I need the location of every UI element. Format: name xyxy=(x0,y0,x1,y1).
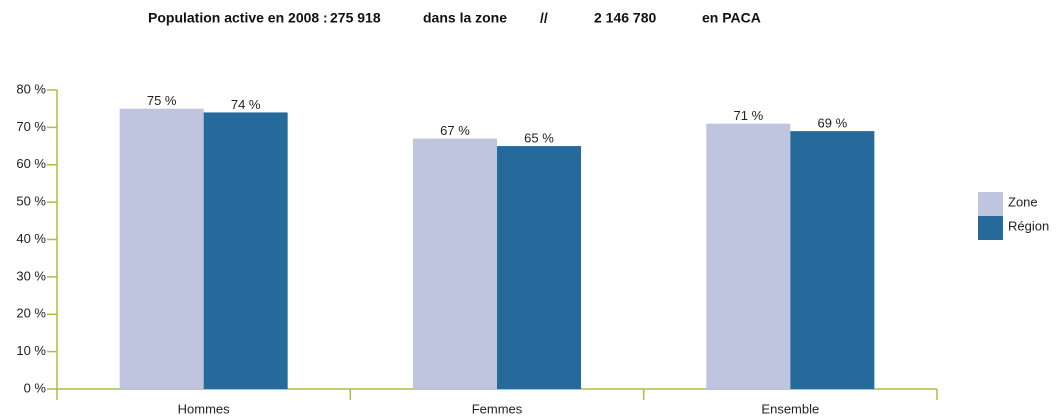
header-text: 275 918 xyxy=(330,10,381,26)
bar xyxy=(790,131,875,390)
value-label: 75 % xyxy=(147,93,177,108)
header-text: Population active en 2008 : xyxy=(148,10,328,26)
y-tick-label: 60 % xyxy=(16,156,46,171)
y-tick-label: 70 % xyxy=(16,119,46,134)
value-label: 67 % xyxy=(440,123,470,138)
value-label: 71 % xyxy=(734,108,764,123)
value-label: 74 % xyxy=(231,97,261,112)
legend-swatch xyxy=(978,192,1003,216)
bar xyxy=(119,108,204,389)
header-text: // xyxy=(540,10,548,26)
bar xyxy=(497,146,581,389)
header-text: dans la zone xyxy=(423,10,507,26)
y-tick-label: 20 % xyxy=(16,306,46,321)
x-tick-label: Hommes xyxy=(178,401,231,416)
legend-label: Région xyxy=(1008,218,1049,233)
legend-label: Zone xyxy=(1008,194,1038,209)
header-text: 2 146 780 xyxy=(594,10,656,26)
y-tick-label: 30 % xyxy=(16,268,46,283)
y-tick-label: 10 % xyxy=(16,343,46,358)
y-tick-label: 0 % xyxy=(24,380,47,395)
bar xyxy=(203,112,288,390)
legend-swatch xyxy=(978,216,1003,240)
header-text: en PACA xyxy=(702,10,761,26)
x-tick-label: Ensemble xyxy=(761,401,819,416)
x-tick-label: Femmes xyxy=(472,401,523,416)
y-tick-label: 50 % xyxy=(16,194,46,209)
value-label: 69 % xyxy=(818,116,848,131)
y-tick-label: 80 % xyxy=(16,81,46,96)
value-label: 65 % xyxy=(524,131,554,146)
y-tick-label: 40 % xyxy=(16,231,46,246)
bar xyxy=(413,138,497,389)
bar xyxy=(706,123,791,389)
